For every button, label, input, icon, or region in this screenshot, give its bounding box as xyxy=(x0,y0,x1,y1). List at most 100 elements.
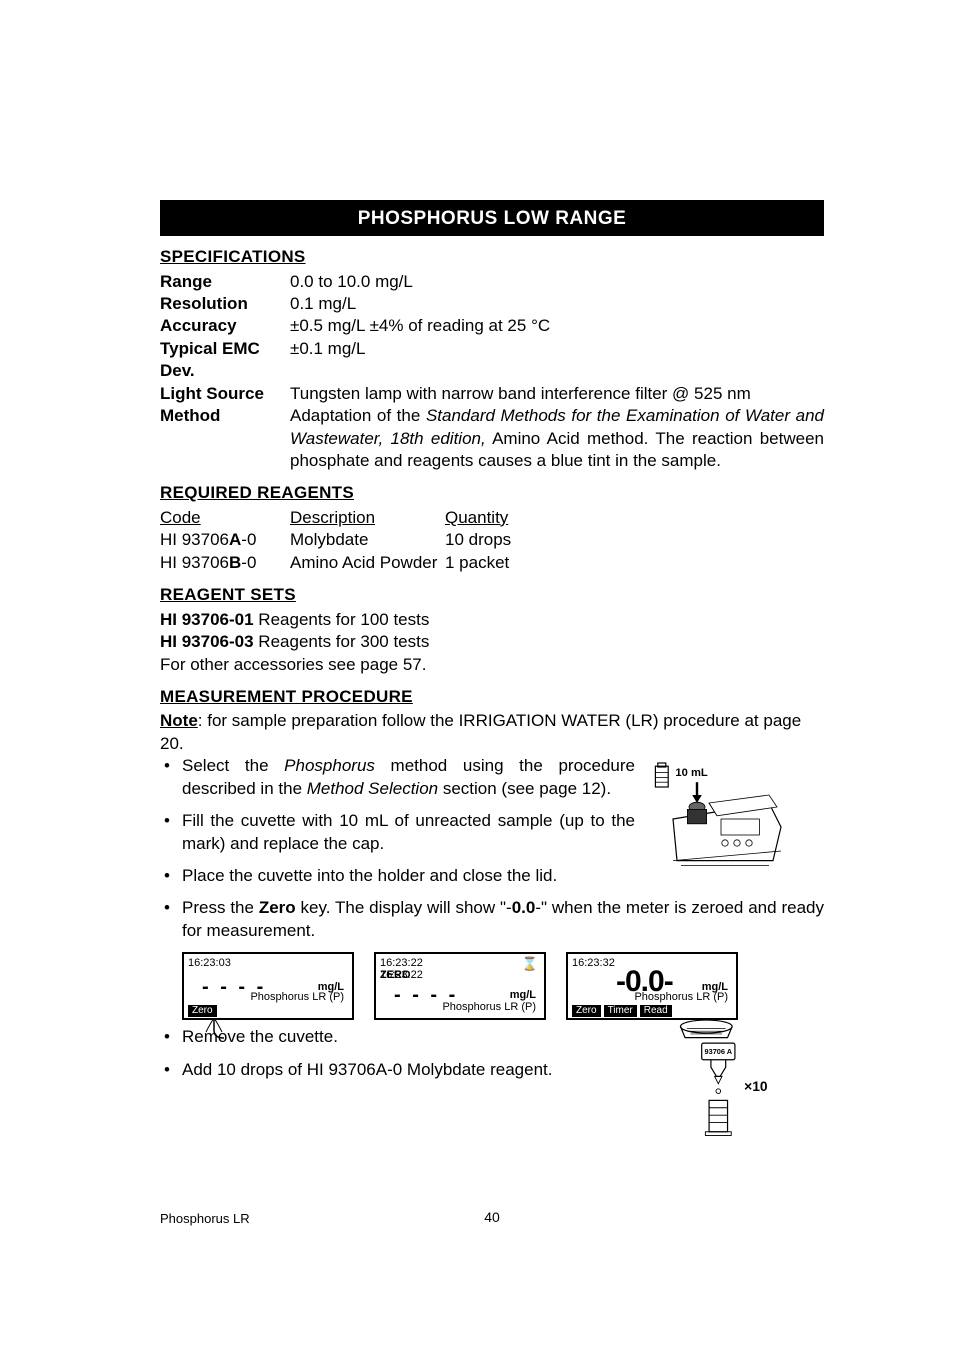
spec-label: Accuracy xyxy=(160,315,290,337)
spec-value: 0.0 to 10.0 mg/L xyxy=(290,271,824,293)
softkey-read: Read xyxy=(640,1005,672,1017)
code-bold: B xyxy=(229,553,241,572)
spec-value: 0.1 mg/L xyxy=(290,293,824,315)
code-bold: A xyxy=(229,530,241,549)
softkey-timer: Timer xyxy=(604,1005,637,1017)
set-text: Reagents for 300 tests xyxy=(254,632,430,651)
softkey-zero: Zero xyxy=(572,1005,601,1017)
page-title: PHOSPHORUS LOW RANGE xyxy=(358,208,627,229)
softkey-zero: Zero xyxy=(188,1005,217,1017)
reagent-row: HI 93706B-0 Amino Acid Powder 1 packet xyxy=(160,552,824,574)
set-code: HI 93706-01 xyxy=(160,610,254,629)
procedure-list-cont: Press the Zero key. The display will sho… xyxy=(160,897,824,942)
section-specifications-heading: SPECIFICATIONS xyxy=(160,246,824,268)
step-fill-cuvette: Fill the cuvette with 10 mL of unreacted… xyxy=(160,810,635,855)
spec-row-range: Range 0.0 to 10.0 mg/L xyxy=(160,271,824,293)
section-sets-heading: REAGENT SETS xyxy=(160,584,824,606)
spec-value: ±0.1 mg/L xyxy=(290,338,824,383)
page-number: 40 xyxy=(484,1209,500,1225)
footer-section-name: Phosphorus LR xyxy=(160,1210,250,1227)
set-row: HI 93706-01 Reagents for 100 tests xyxy=(160,609,824,631)
reagents-table-header: Code Description Quantity xyxy=(160,507,824,529)
note-text: : for sample preparation follow the IRRI… xyxy=(160,711,801,752)
t: Select the xyxy=(182,756,284,775)
steps-with-bottle-figure: Remove the cuvette. Add 10 drops of HI 9… xyxy=(160,1026,824,1168)
lcd-time: 16:23:03 xyxy=(188,956,231,971)
spec-label: Light Source xyxy=(160,383,290,405)
t: Press the xyxy=(182,898,259,917)
reagent-row: HI 93706A-0 Molybdate 10 drops xyxy=(160,529,824,551)
procedure-list: Select the Phosphorus method using the p… xyxy=(160,755,635,887)
code-post: -0 xyxy=(241,553,256,572)
code-post: -0 xyxy=(241,530,256,549)
lcd-screen-3: 16:23:32 -0.0- mg/L Phosphorus LR (P) Ze… xyxy=(566,952,738,1020)
reagent-desc: Amino Acid Powder xyxy=(290,552,445,574)
steps-with-device-figure: Select the Phosphorus method using the p… xyxy=(160,755,824,897)
bottle-figure: 93706 A ×10 xyxy=(674,1018,824,1168)
t: key. The display will show "- xyxy=(296,898,512,917)
code-pre: HI 93706 xyxy=(160,553,229,572)
procedure-list-cont2: Remove the cuvette. Add 10 drops of HI 9… xyxy=(160,1026,660,1081)
reagent-bottle-icon: 93706 A ×10 xyxy=(674,1018,794,1168)
note-label: Note xyxy=(160,711,198,730)
section-reagents-heading: REQUIRED REAGENTS xyxy=(160,482,824,504)
reagent-qty: 10 drops xyxy=(445,529,545,551)
spec-row-accuracy: Accuracy ±0.5 mg/L ±4% of reading at 25 … xyxy=(160,315,824,337)
t: Zero xyxy=(259,898,296,917)
reagent-desc: Molybdate xyxy=(290,529,445,551)
procedure-note: Note: for sample preparation follow the … xyxy=(160,710,824,755)
step-add-drops: Add 10 drops of HI 93706A-0 Molybdate re… xyxy=(160,1059,660,1081)
page-title-bar: PHOSPHORUS LOW RANGE xyxy=(160,200,824,236)
lcd-time2: 16:23:22 xyxy=(380,956,423,971)
device-figure: 10 mL xyxy=(649,755,824,875)
set-text: Reagents for 100 tests xyxy=(254,610,430,629)
spec-label: Range xyxy=(160,271,290,293)
spec-row-emc: Typical EMC Dev. ±0.1 mg/L xyxy=(160,338,824,383)
meter-device-icon: 10 mL xyxy=(649,755,789,875)
document-page: PHOSPHORUS LOW RANGE SPECIFICATIONS Rang… xyxy=(0,0,954,1287)
lcd-time: 16:23:32 xyxy=(572,956,615,971)
method-prefix: Adaptation of the xyxy=(290,406,426,425)
step-place-cuvette: Place the cuvette into the holder and cl… xyxy=(160,865,635,887)
spec-row-light: Light Source Tungsten lamp with narrow b… xyxy=(160,383,824,405)
col-quantity: Quantity xyxy=(445,507,545,529)
step-select-method: Select the Phosphorus method using the p… xyxy=(160,755,635,800)
lcd-method: Phosphorus LR (P) xyxy=(634,990,728,1005)
col-description: Description xyxy=(290,507,445,529)
spec-row-resolution: Resolution 0.1 mg/L xyxy=(160,293,824,315)
spec-row-method: Method Adaptation of the Standard Method… xyxy=(160,405,824,472)
reagent-code: HI 93706A-0 xyxy=(160,529,290,551)
sets-note: For other accessories see page 57. xyxy=(160,654,824,676)
svg-text:93706 A: 93706 A xyxy=(705,1048,733,1057)
hourglass-icon: ⌛ xyxy=(522,955,538,972)
spec-label: Method xyxy=(160,405,290,472)
lcd-screens-row: 16:23:03 - - - - mg/L Phosphorus LR (P) … xyxy=(182,952,824,1020)
set-code: HI 93706-03 xyxy=(160,632,254,651)
step-press-zero: Press the Zero key. The display will sho… xyxy=(160,897,824,942)
svg-text:×10: ×10 xyxy=(744,1078,768,1094)
lcd-screen-1: 16:23:03 - - - - mg/L Phosphorus LR (P) … xyxy=(182,952,354,1020)
t: 0.0 xyxy=(512,898,536,917)
lcd-screen-2: 16:23:22 ZERO 16:23:22 ⌛ - - - - mg/L Ph… xyxy=(374,952,546,1020)
lcd-softkeys: Zero Timer Read xyxy=(572,1005,732,1017)
ten-ml-label: 10 mL xyxy=(675,767,707,779)
section-procedure-heading: MEASUREMENT PROCEDURE xyxy=(160,686,824,708)
t: Phosphorus xyxy=(284,756,375,775)
t: Method Selection xyxy=(307,779,438,798)
reagent-qty: 1 packet xyxy=(445,552,545,574)
spec-label: Resolution xyxy=(160,293,290,315)
t: section (see page 12). xyxy=(438,779,611,798)
spec-label: Typical EMC Dev. xyxy=(160,338,290,383)
reagent-code: HI 93706B-0 xyxy=(160,552,290,574)
code-pre: HI 93706 xyxy=(160,530,229,549)
col-code: Code xyxy=(160,507,290,529)
step-remove-cuvette: Remove the cuvette. xyxy=(160,1026,660,1048)
page-footer: Phosphorus LR 40 xyxy=(160,1208,824,1226)
spec-value: Tungsten lamp with narrow band interfere… xyxy=(290,383,824,405)
lcd-method: Phosphorus LR (P) xyxy=(442,1000,536,1015)
set-row: HI 93706-03 Reagents for 300 tests xyxy=(160,631,824,653)
lcd-method: Phosphorus LR (P) xyxy=(250,990,344,1005)
lcd-softkeys: Zero xyxy=(188,1005,348,1017)
spec-value: Adaptation of the Standard Methods for t… xyxy=(290,405,824,472)
spec-value: ±0.5 mg/L ±4% of reading at 25 °C xyxy=(290,315,824,337)
